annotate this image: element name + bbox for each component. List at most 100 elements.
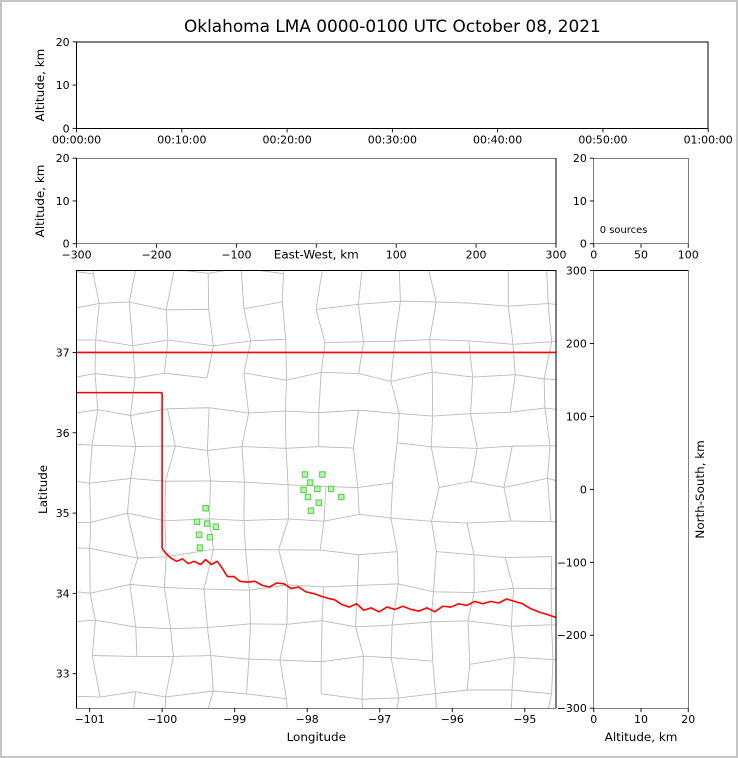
county-line xyxy=(55,231,56,268)
lma-station-marker xyxy=(304,493,312,501)
county-line xyxy=(400,300,437,303)
county-line xyxy=(55,231,93,238)
county-line xyxy=(468,340,514,345)
county-line xyxy=(471,481,505,488)
county-line xyxy=(474,587,514,593)
x-tick-label: 50 xyxy=(634,249,648,262)
county-line xyxy=(52,548,60,589)
county-line xyxy=(61,622,63,664)
county-line xyxy=(547,477,556,481)
county-line xyxy=(430,621,434,662)
county-line xyxy=(321,693,363,700)
county-line xyxy=(432,661,436,694)
county-line xyxy=(208,309,214,346)
y-tick-label: 37 xyxy=(56,346,70,359)
county-line xyxy=(207,623,251,628)
county-line xyxy=(286,371,322,381)
county-line xyxy=(76,409,98,414)
county-line xyxy=(398,583,434,593)
lma-station-marker xyxy=(203,520,211,527)
county-line xyxy=(135,372,165,379)
county-line xyxy=(511,624,552,627)
y-tick-label: 100 xyxy=(566,410,587,423)
county-line xyxy=(392,726,438,733)
county-line xyxy=(181,270,209,274)
county-line xyxy=(100,729,131,734)
county-line xyxy=(89,522,92,549)
x-tick-label: 200 xyxy=(466,249,487,262)
county-line xyxy=(137,556,167,559)
county-line xyxy=(166,408,176,447)
y-tick-label: 0 xyxy=(580,483,587,496)
county-line xyxy=(249,729,289,733)
county-line xyxy=(203,588,250,591)
county-line xyxy=(248,590,251,624)
county-line xyxy=(210,655,214,692)
county-line xyxy=(243,340,252,374)
county-line xyxy=(503,446,513,488)
county-line xyxy=(399,413,433,417)
county-line xyxy=(240,270,245,309)
x-tick-label: −98 xyxy=(296,713,319,726)
y-tick-label: 300 xyxy=(566,265,587,278)
county-line xyxy=(76,373,96,378)
x-tick-label: 01:00:00 xyxy=(684,133,733,146)
county-line xyxy=(551,659,554,694)
county-line xyxy=(165,309,169,341)
county-line xyxy=(133,691,137,709)
county-line xyxy=(508,266,546,270)
county-line xyxy=(436,551,475,556)
county-line xyxy=(355,626,364,657)
county-line xyxy=(429,301,437,340)
county-line xyxy=(391,583,399,626)
county-line xyxy=(548,303,556,305)
county-line xyxy=(166,548,214,558)
county-line xyxy=(323,513,360,522)
county-line xyxy=(510,407,545,413)
county-line xyxy=(466,520,511,524)
county-line xyxy=(358,341,364,374)
county-line xyxy=(129,378,136,416)
x-tick-label: 0 xyxy=(590,713,597,726)
county-line xyxy=(128,236,173,238)
lma-station-marker xyxy=(300,486,307,494)
county-line xyxy=(286,446,319,449)
county-line xyxy=(469,656,515,665)
county-line xyxy=(244,237,285,239)
county-line xyxy=(543,728,589,731)
x-tick-label: 20 xyxy=(681,713,695,726)
county-line xyxy=(246,659,250,695)
county-line xyxy=(281,301,287,340)
x-tick-label: −100 xyxy=(147,713,177,726)
county-line xyxy=(165,270,175,310)
county-line xyxy=(352,410,360,449)
county-line xyxy=(128,270,136,303)
county-line xyxy=(352,447,359,488)
county-line xyxy=(428,270,437,303)
county-line xyxy=(359,234,362,268)
county-line xyxy=(392,621,431,626)
county-line xyxy=(99,301,130,304)
county-line xyxy=(285,232,322,237)
county-line xyxy=(547,693,553,709)
county-line xyxy=(508,231,510,270)
county-line xyxy=(391,657,433,662)
county-line xyxy=(99,691,136,698)
lma-station-marker xyxy=(338,493,345,501)
panel-frame-time-height xyxy=(76,41,709,129)
county-line xyxy=(321,620,356,628)
county-line xyxy=(472,374,516,378)
county-line xyxy=(243,372,287,381)
county-line xyxy=(132,339,168,347)
county-line xyxy=(90,512,128,523)
county-line xyxy=(503,477,548,488)
panel-frame-plan-view-map xyxy=(76,270,557,709)
county-line xyxy=(250,338,286,342)
y-tick-label: −300 xyxy=(557,702,587,715)
county-line xyxy=(244,481,289,486)
county-line xyxy=(206,450,212,481)
county-line xyxy=(164,520,167,557)
county-line xyxy=(359,513,391,519)
x-tick-label: 10 xyxy=(634,713,648,726)
county-line xyxy=(468,340,474,378)
